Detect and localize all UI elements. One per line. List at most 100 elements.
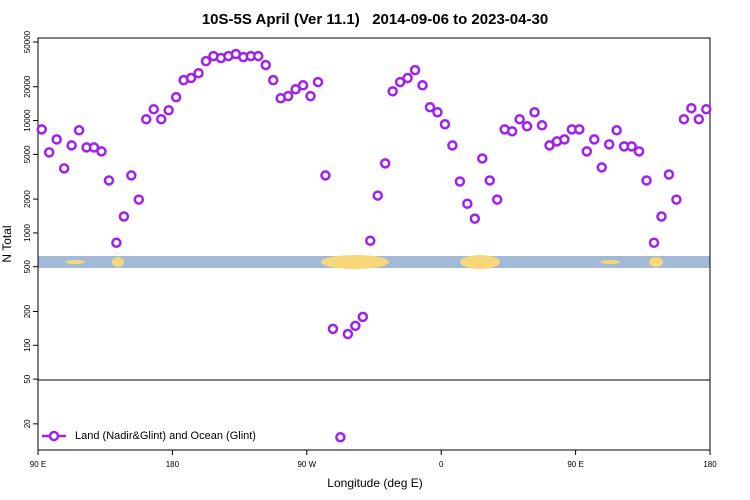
- x-tick-label: 90 E: [567, 460, 583, 469]
- y-axis-label: N Total: [0, 225, 14, 262]
- point: [342, 328, 354, 340]
- point: [693, 113, 705, 125]
- point: [686, 102, 697, 114]
- y-tick-label: 50000: [23, 30, 32, 53]
- point: [51, 134, 62, 145]
- point: [603, 139, 615, 150]
- point: [335, 431, 346, 443]
- x-tick-label: 180: [703, 460, 717, 469]
- point: [678, 113, 690, 125]
- point: [544, 140, 555, 151]
- point: [133, 194, 145, 205]
- plot-frame: [37, 37, 711, 451]
- point: [506, 126, 518, 137]
- point: [633, 146, 645, 157]
- point: [118, 211, 130, 222]
- point: [111, 237, 122, 248]
- point: [155, 113, 167, 125]
- x-tick-label: 180: [166, 460, 180, 469]
- point: [484, 175, 495, 186]
- point: [387, 86, 398, 97]
- x-tick-label: 90 W: [297, 460, 316, 469]
- point: [596, 162, 607, 173]
- point: [297, 80, 309, 91]
- legend: Land (Nadir&Glint) and Ocean (Glint): [42, 430, 256, 442]
- point: [96, 146, 107, 157]
- point: [462, 198, 473, 209]
- point: [43, 147, 55, 158]
- point: [36, 124, 47, 135]
- point: [267, 74, 279, 86]
- point: [424, 101, 436, 113]
- x-tick-label: 90 E: [30, 460, 46, 469]
- x-axis-label: Longitude (deg E): [327, 476, 422, 490]
- point: [447, 140, 458, 151]
- point: [200, 55, 212, 67]
- y-tick-label: 10000: [23, 109, 32, 132]
- y-tick-label: 5000: [23, 145, 32, 163]
- y-tick-label: 20: [23, 419, 32, 428]
- point: [305, 90, 316, 102]
- point: [193, 67, 204, 79]
- point: [372, 190, 383, 201]
- point: [320, 170, 331, 181]
- point: [402, 72, 413, 84]
- point: [58, 163, 70, 174]
- point: [350, 320, 361, 332]
- point: [671, 194, 682, 205]
- point: [454, 176, 466, 187]
- point: [185, 72, 197, 84]
- legend-marker: [48, 430, 60, 442]
- y-tick-label: 2000: [23, 190, 32, 208]
- point: [648, 237, 660, 248]
- point: [103, 175, 115, 186]
- point: [379, 158, 391, 169]
- point: [641, 175, 652, 186]
- point: [312, 76, 324, 88]
- point: [163, 104, 174, 116]
- point: [365, 235, 376, 246]
- point: [477, 153, 488, 164]
- point: [432, 106, 443, 118]
- point: [357, 311, 369, 323]
- point: [148, 103, 159, 115]
- point: [282, 90, 294, 102]
- point: [491, 194, 503, 205]
- point: [88, 142, 100, 153]
- point: [290, 83, 301, 95]
- point: [469, 213, 481, 224]
- point: [327, 323, 339, 335]
- point: [141, 113, 152, 125]
- point: [656, 211, 667, 222]
- point: [529, 106, 540, 118]
- point: [126, 170, 137, 181]
- point: [73, 125, 85, 136]
- point: [394, 76, 406, 88]
- point: [574, 124, 585, 135]
- point: [514, 113, 525, 125]
- point: [253, 50, 264, 62]
- point: [66, 140, 77, 151]
- point: [409, 64, 421, 76]
- y-tick-label: 200: [23, 304, 32, 318]
- point: [521, 121, 533, 132]
- point: [701, 103, 712, 115]
- point: [626, 141, 637, 152]
- point: [663, 169, 675, 180]
- y-tick-label: 1000: [23, 223, 32, 241]
- point: [581, 146, 593, 157]
- point: [260, 59, 271, 71]
- y-tick-label: 20000: [23, 75, 32, 98]
- point: [589, 134, 600, 145]
- y-tick-label: 50: [23, 374, 32, 383]
- point: [170, 91, 182, 103]
- y-tick-label: 100: [23, 338, 32, 352]
- chart-title: 10S-5S April (Ver 11.1) 2014-09-06 to 20…: [202, 11, 548, 28]
- point: [536, 120, 548, 131]
- point: [439, 119, 451, 130]
- point: [611, 125, 622, 136]
- legend-label: Land (Nadir&Glint) and Ocean (Glint): [75, 430, 256, 442]
- point: [417, 80, 428, 91]
- x-tick-label: 0: [439, 460, 444, 469]
